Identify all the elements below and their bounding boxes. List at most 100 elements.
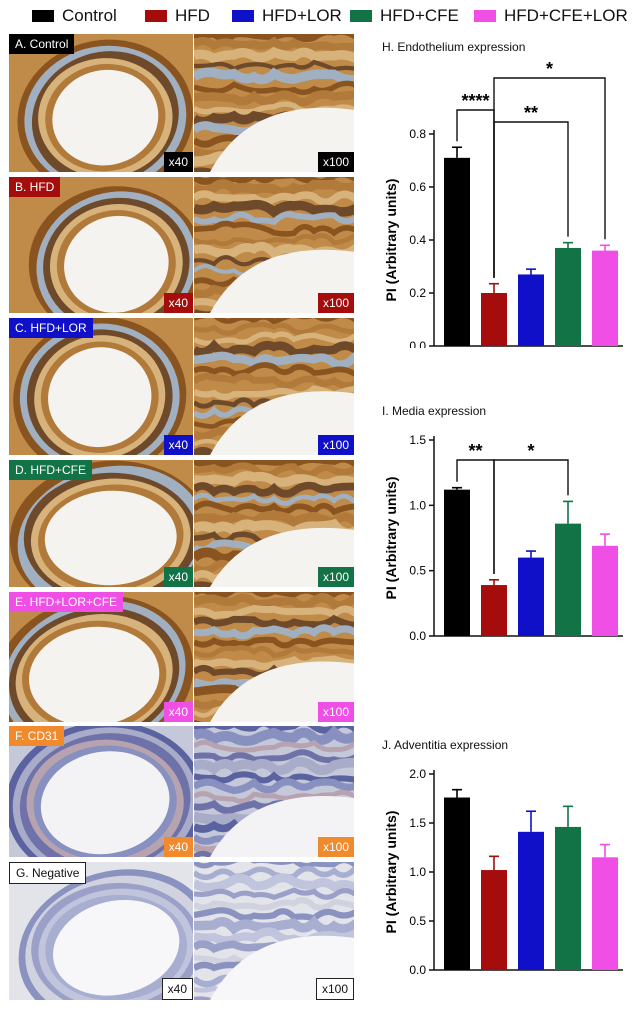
bar — [592, 545, 618, 636]
y-tick-label: 0.0 — [409, 963, 426, 977]
micrograph-x40: F. CD31 x40 — [9, 726, 193, 857]
micrograph-x40: D. HFD+CFE x40 — [9, 460, 193, 587]
micrograph-x100: x100 — [194, 862, 354, 1000]
bar — [481, 293, 507, 346]
micrograph-x40: A. Control x40 — [9, 34, 193, 172]
panel-tag: A. Control — [9, 34, 75, 54]
tissue-image — [194, 460, 354, 587]
micrograph-x100: x100 — [194, 460, 354, 587]
magnification-label: x40 — [163, 293, 193, 313]
y-axis-label: PI (Arbitrary units) — [383, 811, 399, 934]
legend-item-hfd-cfe: HFD+CFE — [350, 6, 459, 26]
bar — [518, 831, 544, 970]
bar — [481, 585, 507, 636]
panel-tag: G. Negative — [9, 862, 87, 884]
bar — [518, 557, 544, 636]
magnification-label: x40 — [163, 435, 193, 455]
chart-title: I. Media expression — [382, 404, 487, 418]
legend-item-control: Control — [32, 6, 117, 26]
tissue-image — [194, 318, 354, 455]
magnification-label: x40 — [161, 978, 193, 1000]
panel-tag: E. HFD+LOR+CFE — [9, 592, 124, 612]
legend: Control HFD HFD+LOR HFD+CFE HFD+CFE+LOR — [0, 0, 642, 32]
y-tick-label: 0.5 — [409, 914, 426, 928]
y-tick-label: 2.0 — [409, 767, 426, 781]
legend-item-hfd-lor: HFD+LOR — [232, 6, 342, 26]
y-tick-label: 1.0 — [409, 865, 426, 879]
magnification-label: x100 — [315, 978, 354, 1000]
panel-tag: B. HFD — [9, 177, 61, 197]
y-tick-label: 1.5 — [409, 816, 426, 830]
tissue-image — [9, 862, 193, 1000]
magnification-label: x100 — [317, 152, 354, 172]
legend-label: HFD+CFE — [380, 6, 459, 25]
y-tick-label: 1.0 — [409, 498, 426, 512]
magnification-label: x100 — [317, 837, 354, 857]
legend-item-hfd: HFD — [145, 6, 210, 26]
significance-label: **** — [461, 91, 489, 111]
micrograph-x100: x100 — [194, 34, 354, 172]
y-axis-label: PI (Arbitrary units) — [383, 477, 399, 600]
legend-label: HFD+CFE+LOR — [504, 6, 628, 25]
panel-tag: F. CD31 — [9, 726, 65, 746]
significance-label: ** — [468, 441, 482, 461]
bar — [444, 797, 470, 970]
legend-swatch — [350, 10, 372, 22]
chart-title: H. Endothelium expression — [382, 40, 526, 54]
significance-bracket — [493, 121, 569, 278]
legend-swatch — [474, 10, 496, 22]
bar — [592, 250, 618, 346]
bar — [444, 489, 470, 636]
panel-tag: D. HFD+CFE — [9, 460, 93, 480]
chart-endothelium: H. Endothelium expression PI (Arbitrary … — [382, 40, 642, 348]
significance-label: ** — [524, 103, 538, 123]
y-tick-label: 0.5 — [409, 564, 426, 578]
tissue-image — [9, 318, 193, 455]
chart-title: J. Adventitia expression — [382, 738, 509, 752]
chart-adventitia: J. Adventitia expression PI (Arbitrary u… — [382, 738, 642, 1008]
legend-item-hfd-cfe-lor: HFD+CFE+LOR — [474, 6, 628, 26]
tissue-image — [9, 726, 193, 857]
legend-label: Control — [62, 6, 117, 25]
magnification-label: x40 — [163, 567, 193, 587]
y-tick-label: 0.0 — [409, 629, 426, 643]
micrograph-x100: x100 — [194, 318, 354, 455]
micrograph-x40: E. HFD+LOR+CFE x40 — [9, 592, 193, 722]
y-tick-label: 1.5 — [409, 433, 426, 447]
significance-label: * — [527, 441, 534, 461]
chart-svg: PI (Arbitrary units) 0.0 0.5 1.0 1.5 2.0 — [383, 767, 623, 977]
bar — [555, 523, 581, 636]
bar — [518, 274, 544, 346]
y-tick-label: 0.8 — [409, 127, 426, 141]
magnification-label: x100 — [317, 567, 354, 587]
significance-bracket — [493, 77, 606, 278]
magnification-label: x40 — [163, 702, 193, 722]
magnification-label: x100 — [317, 435, 354, 455]
micrograph-x40: B. HFD x40 — [9, 177, 193, 313]
tissue-image — [9, 460, 193, 587]
chart-svg: PI (Arbitrary units)0.00.20.40.60.8*****… — [383, 59, 623, 348]
magnification-label: x100 — [317, 293, 354, 313]
magnification-label: x40 — [163, 837, 193, 857]
legend-label: HFD — [175, 6, 210, 25]
bar — [555, 247, 581, 346]
chart-media: I. Media expression PI (Arbitrary units)… — [382, 404, 642, 664]
legend-swatch — [32, 10, 54, 22]
tissue-image — [9, 177, 193, 313]
significance-bracket — [493, 459, 569, 574]
tissue-image — [9, 34, 193, 172]
magnification-label: x100 — [317, 702, 354, 722]
y-tick-label: 0.0 — [409, 339, 426, 348]
micrograph-x40: G. Negative x40 — [9, 862, 193, 1000]
y-tick-label: 0.6 — [409, 180, 426, 194]
bar — [444, 157, 470, 346]
tissue-image — [194, 592, 354, 722]
significance-label: * — [546, 59, 553, 79]
micrograph-x100: x100 — [194, 177, 354, 313]
tissue-image — [9, 592, 193, 722]
micrograph-x40: C. HFD+LOR x40 — [9, 318, 193, 455]
panel-tag: C. HFD+LOR — [9, 318, 93, 338]
y-tick-label: 0.2 — [409, 286, 426, 300]
micrograph-x100: x100 — [194, 726, 354, 857]
micrograph-x100: x100 — [194, 592, 354, 722]
